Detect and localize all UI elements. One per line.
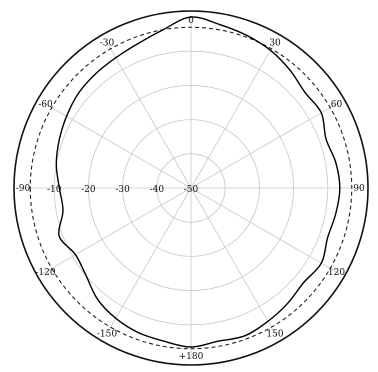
grid-spoke-7 (105, 187, 192, 337)
angle-label-2: 60 (331, 100, 343, 110)
angle-label-6: +180 (179, 352, 204, 362)
pattern-trace (55, 16, 341, 348)
grid-spoke-10 (42, 102, 192, 189)
angle-label-4: 120 (328, 268, 345, 278)
angle-label-11: -30 (100, 39, 115, 49)
angle-label-0: 0 (188, 16, 194, 26)
angle-label-8: -120 (35, 268, 55, 278)
outer-boundary-circle (13, 10, 369, 366)
radial-label-1: -20 (81, 185, 96, 195)
grid-spoke-1 (190, 39, 277, 189)
grid-spoke-4 (190, 187, 340, 274)
reference-dashed-circle (29, 26, 353, 350)
radial-label-0: -10 (47, 185, 62, 195)
radial-label-2: -30 (115, 185, 130, 195)
tick-labels: 0 30 60 90 120 150 +180 -150 -120 -90 -60 -30 -10 -20… (16, 16, 365, 362)
angle-label-5: 150 (266, 330, 283, 340)
angle-label-9: -90 (16, 184, 31, 194)
angle-label-1: 30 (269, 39, 281, 49)
polar-grid (20, 17, 362, 359)
grid-spoke-2 (190, 102, 340, 189)
angle-label-10: -60 (38, 100, 53, 110)
grid-spoke-8 (42, 187, 192, 274)
grid-spoke-11 (105, 39, 192, 189)
angle-label-7: -150 (97, 330, 117, 340)
radial-label-4: -50 (184, 185, 199, 195)
angle-label-3: 90 (353, 184, 365, 194)
radial-label-3: -40 (150, 185, 165, 195)
grid-spoke-5 (190, 187, 277, 337)
